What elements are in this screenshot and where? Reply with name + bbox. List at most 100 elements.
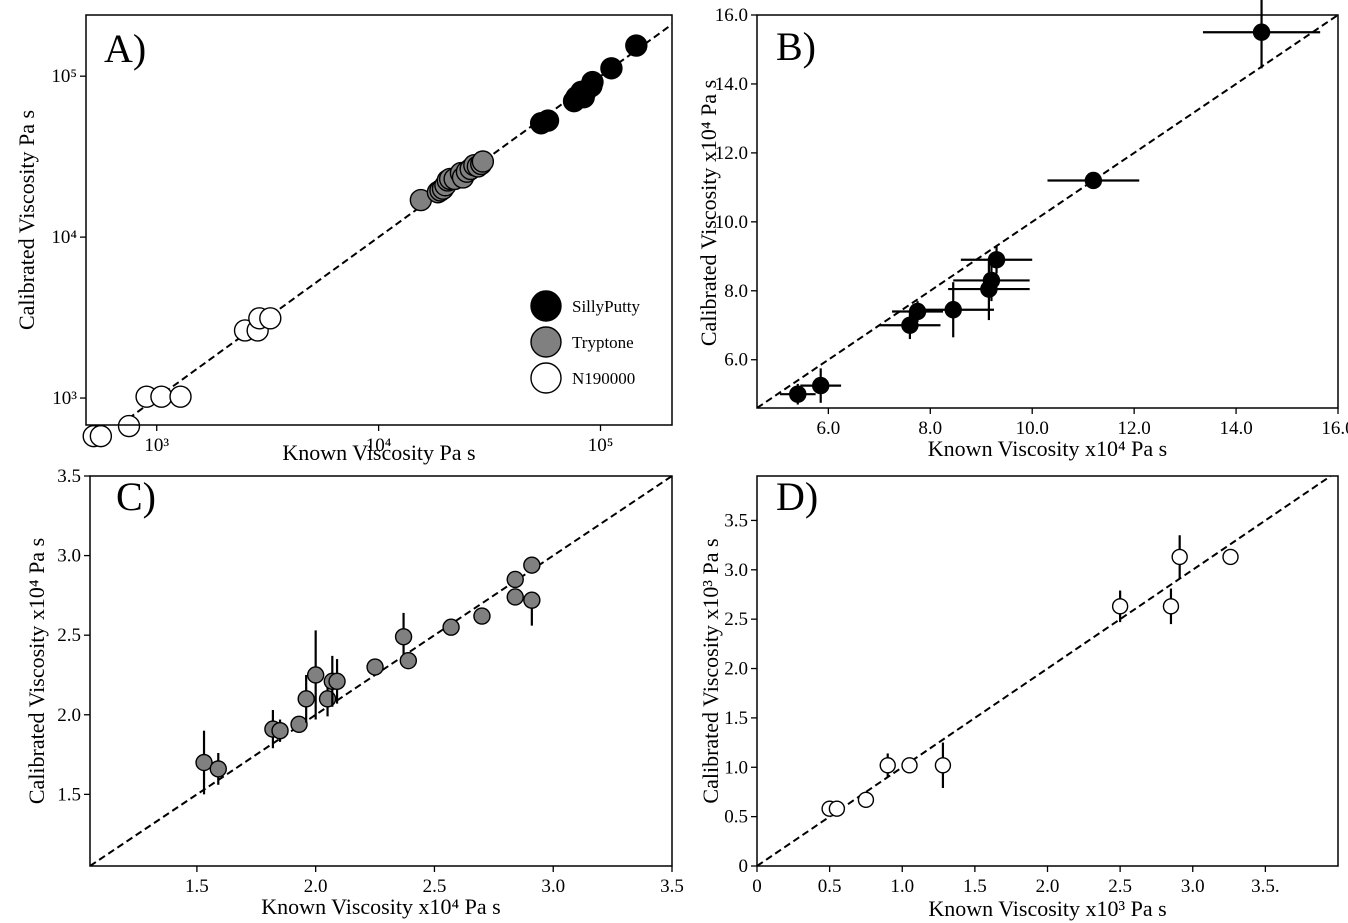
- data-point-tryptone: [306, 666, 325, 684]
- data-point-tryptone: [523, 556, 541, 574]
- data-point-n190000: [828, 800, 846, 817]
- legend-marker: [530, 326, 562, 358]
- panel-label: B): [776, 24, 816, 69]
- y-tick-label: 3.0: [724, 560, 748, 581]
- y-tick-label: 12.0: [715, 143, 748, 164]
- data-point-sillyputty: [600, 57, 623, 80]
- data-point-tryptone: [523, 591, 541, 609]
- data-point-tryptone: [366, 658, 384, 676]
- data-point-sillyputty: [944, 301, 962, 319]
- x-axis-label: Known Viscosity x10⁴ Pa s: [261, 894, 500, 919]
- legend-label: N190000: [572, 369, 635, 388]
- data-point-tryptone: [195, 753, 213, 772]
- y-tick-label: 10⁵: [51, 66, 77, 87]
- data-point-tryptone: [394, 628, 413, 646]
- x-tick-label: 1.5: [963, 876, 987, 897]
- data-point-n190000: [259, 307, 282, 330]
- y-tick-label: 1.5: [57, 784, 81, 805]
- legend-label: SillyPutty: [572, 297, 641, 316]
- reference-line: [757, 476, 1332, 866]
- x-tick-label: 0: [752, 876, 762, 897]
- data-point-n190000: [1222, 548, 1239, 566]
- x-tick-label: 2.5: [1108, 876, 1132, 897]
- x-tick-label: 10.0: [1016, 418, 1049, 439]
- legend-marker: [530, 290, 562, 322]
- data-point-tryptone: [399, 651, 418, 670]
- x-axis-label: Known Viscosity x10³ Pa s: [928, 896, 1166, 921]
- x-tick-label: 3.0: [1181, 876, 1205, 897]
- y-tick-label: 10⁴: [51, 227, 77, 248]
- x-tick-label: 16.0: [1321, 418, 1348, 439]
- y-tick-label: 1.5: [724, 708, 748, 729]
- x-tick-label: 6.0: [816, 418, 840, 439]
- data-point-sillyputty: [812, 376, 830, 395]
- x-tick-label: 10⁴: [366, 435, 392, 456]
- panel-D: 0 0.5 1.0 1.5 2.0 2.5 3.0 3.5. 0 0.5 1.0 1.5 2.0 2.5 3…: [698, 474, 1339, 921]
- y-tick-label: 10.0: [715, 212, 748, 233]
- y-tick-label: 1.0: [724, 757, 748, 778]
- x-tick-label: 12.0: [1118, 418, 1151, 439]
- data-point-sillyputty: [1084, 171, 1103, 190]
- data-point-n190000: [89, 424, 113, 448]
- panel-C: 1.5 2.0 2.5 3.0 3.5 1.5 2.0 2.5 3.0 3.5 Known Visc…: [24, 466, 684, 919]
- data-point-sillyputty: [982, 271, 1001, 290]
- y-axis-label: Calibrated Viscosity Pa s: [14, 110, 39, 330]
- panel-label: D): [776, 474, 818, 519]
- data-point-sillyputty: [581, 70, 604, 94]
- reference-line: [118, 23, 672, 425]
- x-axis-label: Known Viscosity Pa s: [282, 440, 475, 465]
- y-tick-label: 3.0: [57, 546, 81, 567]
- x-tick-label: 8.0: [918, 418, 942, 439]
- y-tick-label: 16.0: [715, 5, 748, 26]
- data-point-sillyputty: [1252, 23, 1271, 41]
- y-tick-label: 2.5: [724, 609, 748, 630]
- data-point-tryptone: [297, 690, 315, 708]
- x-tick-label: 0.5: [818, 876, 842, 897]
- data-point-sillyputty: [789, 385, 807, 403]
- data-point-tryptone: [506, 588, 524, 606]
- y-tick-label: 3.5: [57, 466, 81, 487]
- x-tick-label: 1.0: [890, 876, 914, 897]
- y-tick-label: 10³: [52, 388, 77, 409]
- reference-line: [90, 476, 672, 866]
- plot-frame: [89, 475, 673, 867]
- data-point-n190000: [1162, 598, 1180, 615]
- y-tick-label: 3.5: [724, 510, 748, 531]
- data-point-sillyputty: [908, 302, 927, 321]
- x-tick-label: 2.5: [423, 876, 447, 897]
- x-tick-label: 2.0: [1036, 876, 1060, 897]
- y-tick-label: 0: [739, 856, 749, 877]
- y-tick-label: 2.0: [57, 705, 81, 726]
- legend: SillyPutty Tryptone N190000: [530, 290, 641, 394]
- x-tick-label: 14.0: [1219, 418, 1252, 439]
- data-point-n190000: [1111, 598, 1129, 615]
- y-tick-label: 8.0: [724, 281, 748, 302]
- data-point-tryptone: [290, 715, 308, 734]
- data-point-tryptone: [271, 721, 289, 740]
- x-tick-label: 1.5: [185, 876, 209, 897]
- data-point-n190000: [150, 385, 173, 408]
- data-point-n190000: [1171, 548, 1188, 566]
- data-point-n190000: [117, 414, 141, 438]
- y-axis-label: Calibrated Viscosity x10⁴ Pa s: [24, 538, 49, 804]
- data-point-tryptone: [471, 150, 495, 173]
- data-point-tryptone: [506, 570, 524, 589]
- y-tick-label: 2.5: [57, 625, 81, 646]
- legend-label: Tryptone: [572, 333, 634, 352]
- x-tick-label: 2.0: [304, 876, 328, 897]
- x-tick-label: 3.5: [660, 876, 684, 897]
- x-tick-label: 3.0: [541, 876, 565, 897]
- legend-marker: [530, 362, 562, 394]
- plot-frame: [756, 14, 1339, 409]
- data-point-n190000: [857, 791, 875, 809]
- x-axis-label: Known Viscosity x10⁴ Pa s: [928, 436, 1167, 461]
- panel-B: 6.0 8.0 10.0 12.0 14.0 16.0 6.0 8.0 10.0 12.0 14.0…: [696, 0, 1348, 461]
- x-tick-label: 3.5.: [1251, 876, 1280, 897]
- data-point-n190000: [901, 757, 918, 774]
- data-point-tryptone: [442, 618, 460, 636]
- y-tick-label: 0.5: [724, 807, 748, 828]
- data-point-sillyputty: [987, 251, 1006, 269]
- panel-label: C): [116, 474, 156, 519]
- data-point-tryptone: [209, 760, 227, 778]
